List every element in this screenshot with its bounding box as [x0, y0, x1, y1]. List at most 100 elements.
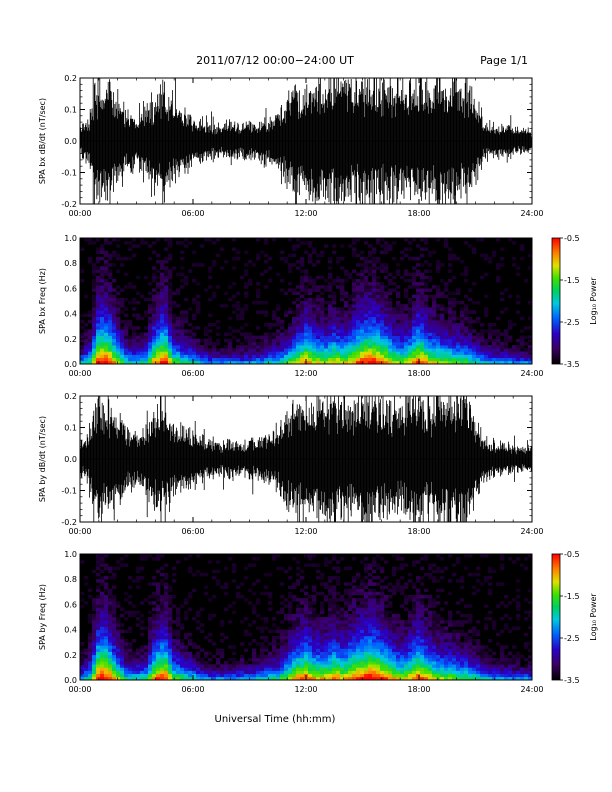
spectrogram-cell: [136, 667, 141, 671]
spectrogram-cell: [348, 348, 353, 352]
spectrogram-cell: [360, 316, 365, 321]
spectrogram-cell: [296, 260, 301, 264]
spectrogram-cell: [436, 329, 441, 333]
spectrogram-cell: [432, 357, 437, 362]
spectrogram-cell: [148, 657, 153, 662]
spectrogram-cell: [472, 357, 477, 362]
spectrogram-cell: [120, 256, 125, 261]
spectrogram-cell: [372, 275, 377, 280]
spectrogram-cell: [164, 648, 169, 652]
spectrogram-cell: [92, 651, 97, 656]
spectrogram-cell: [500, 341, 505, 346]
spectrogram-cell: [364, 282, 369, 286]
spectrogram-cell: [144, 360, 149, 365]
spectrogram-cell: [304, 272, 309, 277]
spectrogram-cell: [120, 673, 125, 678]
spectrogram-cell: [316, 310, 321, 314]
spectrogram-cell: [448, 313, 453, 318]
spectrogram-cell: [360, 310, 365, 314]
spectrogram-cell: [496, 238, 501, 242]
spectrogram-cell: [520, 316, 525, 321]
spectrogram-cell: [336, 332, 341, 336]
spectrogram-cell: [196, 301, 201, 305]
spectrogram-cell: [188, 348, 193, 352]
spectrogram-cell: [120, 326, 125, 330]
spectrogram-cell: [92, 623, 97, 627]
spectrogram-cell: [160, 648, 165, 652]
spectrogram-cell: [304, 332, 309, 336]
spectrogram-cell: [416, 269, 421, 273]
spectrogram-cell: [368, 310, 373, 314]
spectrogram-cell: [312, 307, 317, 311]
spectrogram-cell: [312, 338, 317, 343]
spectrogram-cell: [104, 604, 109, 608]
spectrogram-cell: [388, 297, 393, 302]
spectrogram-cell: [244, 357, 249, 362]
spectrogram-cell: [116, 604, 121, 608]
spectrogram-cell: [160, 316, 165, 321]
spectrogram-cell: [108, 335, 113, 340]
spectrogram-cell: [300, 301, 305, 305]
spectrogram-cell: [108, 667, 113, 671]
spectrogram-cell: [104, 310, 109, 314]
spectrogram-cell: [428, 307, 433, 311]
spectrogram-cell: [216, 354, 221, 358]
spectrogram-cell: [256, 291, 261, 295]
spectrogram-cell: [320, 297, 325, 302]
spectrogram-cell: [292, 323, 297, 327]
spectrogram-cell: [396, 360, 401, 365]
spectrogram-cell: [156, 629, 161, 634]
spectrogram-cell: [328, 256, 333, 261]
spectrogram-cell: [256, 301, 261, 305]
spectrogram-cell: [488, 329, 493, 333]
spectrogram-cell: [280, 250, 285, 255]
spectrogram-cell: [412, 351, 417, 355]
spectrogram-cell: [428, 332, 433, 336]
spectrogram-cell: [152, 345, 157, 349]
spectrogram-cell: [92, 657, 97, 662]
spectrogram-cell: [192, 360, 197, 365]
spectrogram-cell: [432, 326, 437, 330]
spectrogram-cell: [164, 247, 169, 251]
spectrogram-cell: [172, 316, 177, 321]
spectrogram-cell: [128, 341, 133, 346]
spectrogram-cell: [304, 341, 309, 346]
spectrogram-cell: [308, 323, 313, 327]
spectrogram-cell: [84, 360, 89, 365]
spectrogram-cell: [100, 323, 105, 327]
spectrogram-cell: [440, 313, 445, 318]
spectrogram-cell: [296, 323, 301, 327]
spectrogram-cell: [508, 354, 513, 358]
spectrogram-cell: [424, 285, 429, 289]
spectrogram-cell: [300, 332, 305, 336]
spectrogram-cell: [128, 601, 133, 605]
spectrogram-cell: [376, 341, 381, 346]
spectrogram-cell: [448, 263, 453, 267]
spectrogram-cell: [476, 301, 481, 305]
spectrogram-cell: [104, 554, 109, 558]
spectrogram-cells: [80, 554, 533, 681]
spectrogram-cell: [136, 585, 141, 589]
spectrogram-cell: [104, 313, 109, 318]
spectrogram-cell: [104, 253, 109, 258]
spectrogram-cell: [516, 360, 521, 365]
spectrogram-cell: [292, 326, 297, 330]
spectrogram-cell: [252, 348, 257, 352]
spectrogram-cell: [396, 319, 401, 324]
spectrogram-cell: [468, 323, 473, 327]
spectrogram-cell: [180, 256, 185, 261]
spectrogram-cell: [220, 357, 225, 362]
spectrogram-cell: [268, 354, 273, 358]
spectrogram-cell: [168, 323, 173, 327]
spectrogram-cell: [336, 354, 341, 358]
spectrogram-cell: [324, 278, 329, 283]
spectrogram-cell: [184, 348, 189, 352]
spectrogram-cell: [372, 247, 377, 251]
spectrogram-cell: [392, 338, 397, 343]
spectrogram-cell: [160, 278, 165, 283]
spectrogram-cell: [272, 351, 277, 355]
spectrogram-cell: [104, 348, 109, 352]
spectrogram-cell: [172, 654, 177, 659]
spectrogram-cell: [200, 351, 205, 355]
spectrogram-cell: [308, 354, 313, 358]
